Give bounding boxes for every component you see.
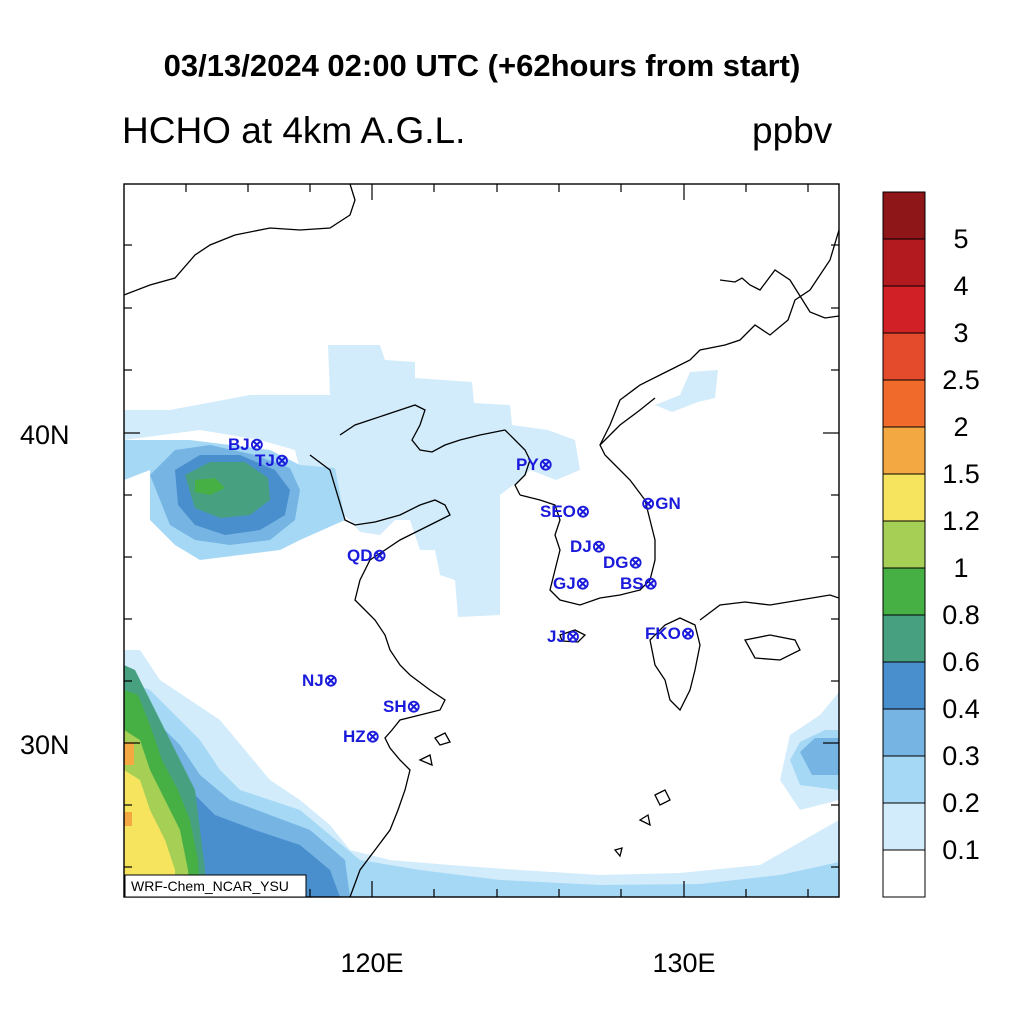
lat-label-30n: 30N [20,730,70,760]
coastline-northkorea-west [504,429,531,496]
contour-1.5 [124,742,134,765]
colorbar-box-3 [882,332,926,381]
contour-1.2 [124,770,175,897]
colorbar-label-9: 0.6 [942,647,980,677]
coastline-kyushu [649,617,701,712]
colorbar-box-5 [882,426,926,475]
colorbar-label-6: 1.2 [942,506,980,536]
station-dj: DJ⊗ [570,537,606,556]
colorbar-box-2 [882,285,926,334]
variable-title: HCHO at 4km A.G.L. [122,110,466,151]
units-label: ppbv [752,110,833,151]
map-frame [123,183,840,898]
station-labels: BJ⊗ TJ⊗ QD⊗ NJ⊗ SH⊗ HZ⊗ PY⊗ SEO⊗ ⊗GN DJ⊗… [228,435,695,746]
colorbar-box-9 [882,614,926,663]
coastline-islands-east-china [418,732,451,767]
station-dg: DG⊗ [603,553,643,572]
colorbar-box-4 [882,379,926,428]
colorbar-label-4: 2 [953,412,968,442]
lon-label-130e: 130E [652,948,715,978]
colorbar-box-1 [882,238,926,287]
colorbar-box-14 [882,849,926,898]
station-hz: HZ⊗ [343,727,380,746]
colorbar-label-12: 0.2 [942,788,980,818]
coastline-north [124,184,356,296]
coastline-bohai-china [309,454,451,897]
coastlines [124,184,839,897]
contour-0.3-pacific [800,738,839,775]
coastline-ryukyu [613,789,671,858]
colorbar-label-13: 0.1 [942,835,980,865]
hcho-field [124,345,839,897]
station-py: PY⊗ [516,455,553,474]
lat-label-40n: 40N [20,420,70,450]
colorbar: 5 4 3 2.5 2 1.5 1.2 1 0.8 0.6 0.4 0.3 0.2 0.1 [882,191,980,898]
lon-label-120e: 120E [340,948,403,978]
station-gn: ⊗GN [641,494,681,513]
colorbar-box-0 [882,191,926,240]
contour-0.1 [124,345,580,617]
colorbar-label-1: 4 [953,271,968,301]
colorbar-label-8: 0.8 [942,600,980,630]
station-nj: NJ⊗ [302,671,338,690]
contour-0.1-korea [655,370,718,412]
station-seo: SEO⊗ [540,502,590,521]
colorbar-box-6 [882,473,926,522]
colorbar-box-8 [882,567,926,616]
colorbar-label-0: 5 [953,224,968,254]
colorbar-box-10 [882,661,926,710]
station-fko: FKO⊗ [645,624,695,643]
station-qd: QD⊗ [347,546,387,565]
colorbar-box-7 [882,520,926,569]
colorbar-label-2: 3 [953,318,968,348]
station-tj: TJ⊗ [255,451,289,470]
station-bs: BS⊗ [620,574,658,593]
contour-1.5b [124,812,132,826]
contour-0.8 [195,478,225,495]
credit-box [124,874,307,898]
plot-title: 03/13/2024 02:00 UTC (+62hours from star… [163,48,801,83]
coastline-russia-east [719,269,839,319]
colorbar-label-7: 1 [953,553,968,583]
contour-0.6 [185,462,270,518]
colorbar-label-11: 0.3 [942,741,980,771]
colorbar-box-12 [882,755,926,804]
station-sh: SH⊗ [383,697,421,716]
station-bj: BJ⊗ [228,435,264,454]
colorbar-box-13 [882,802,926,851]
coastline-honshu [699,594,839,621]
station-gj: GJ⊗ [553,574,590,593]
model-credit: WRF-Chem_NCAR_YSU [131,878,289,894]
colorbar-box-11 [882,708,926,757]
colorbar-label-5: 1.5 [942,459,980,489]
coastline-jeju [559,629,587,643]
coastline-shikoku [743,634,801,661]
colorbar-label-10: 0.4 [942,694,980,724]
coastline-liaodong [339,404,506,453]
coastline-russia [599,229,839,446]
colorbar-label-3: 2.5 [942,365,980,395]
station-jj: JJ⊗ [547,627,580,646]
coastline-korea [519,397,656,606]
